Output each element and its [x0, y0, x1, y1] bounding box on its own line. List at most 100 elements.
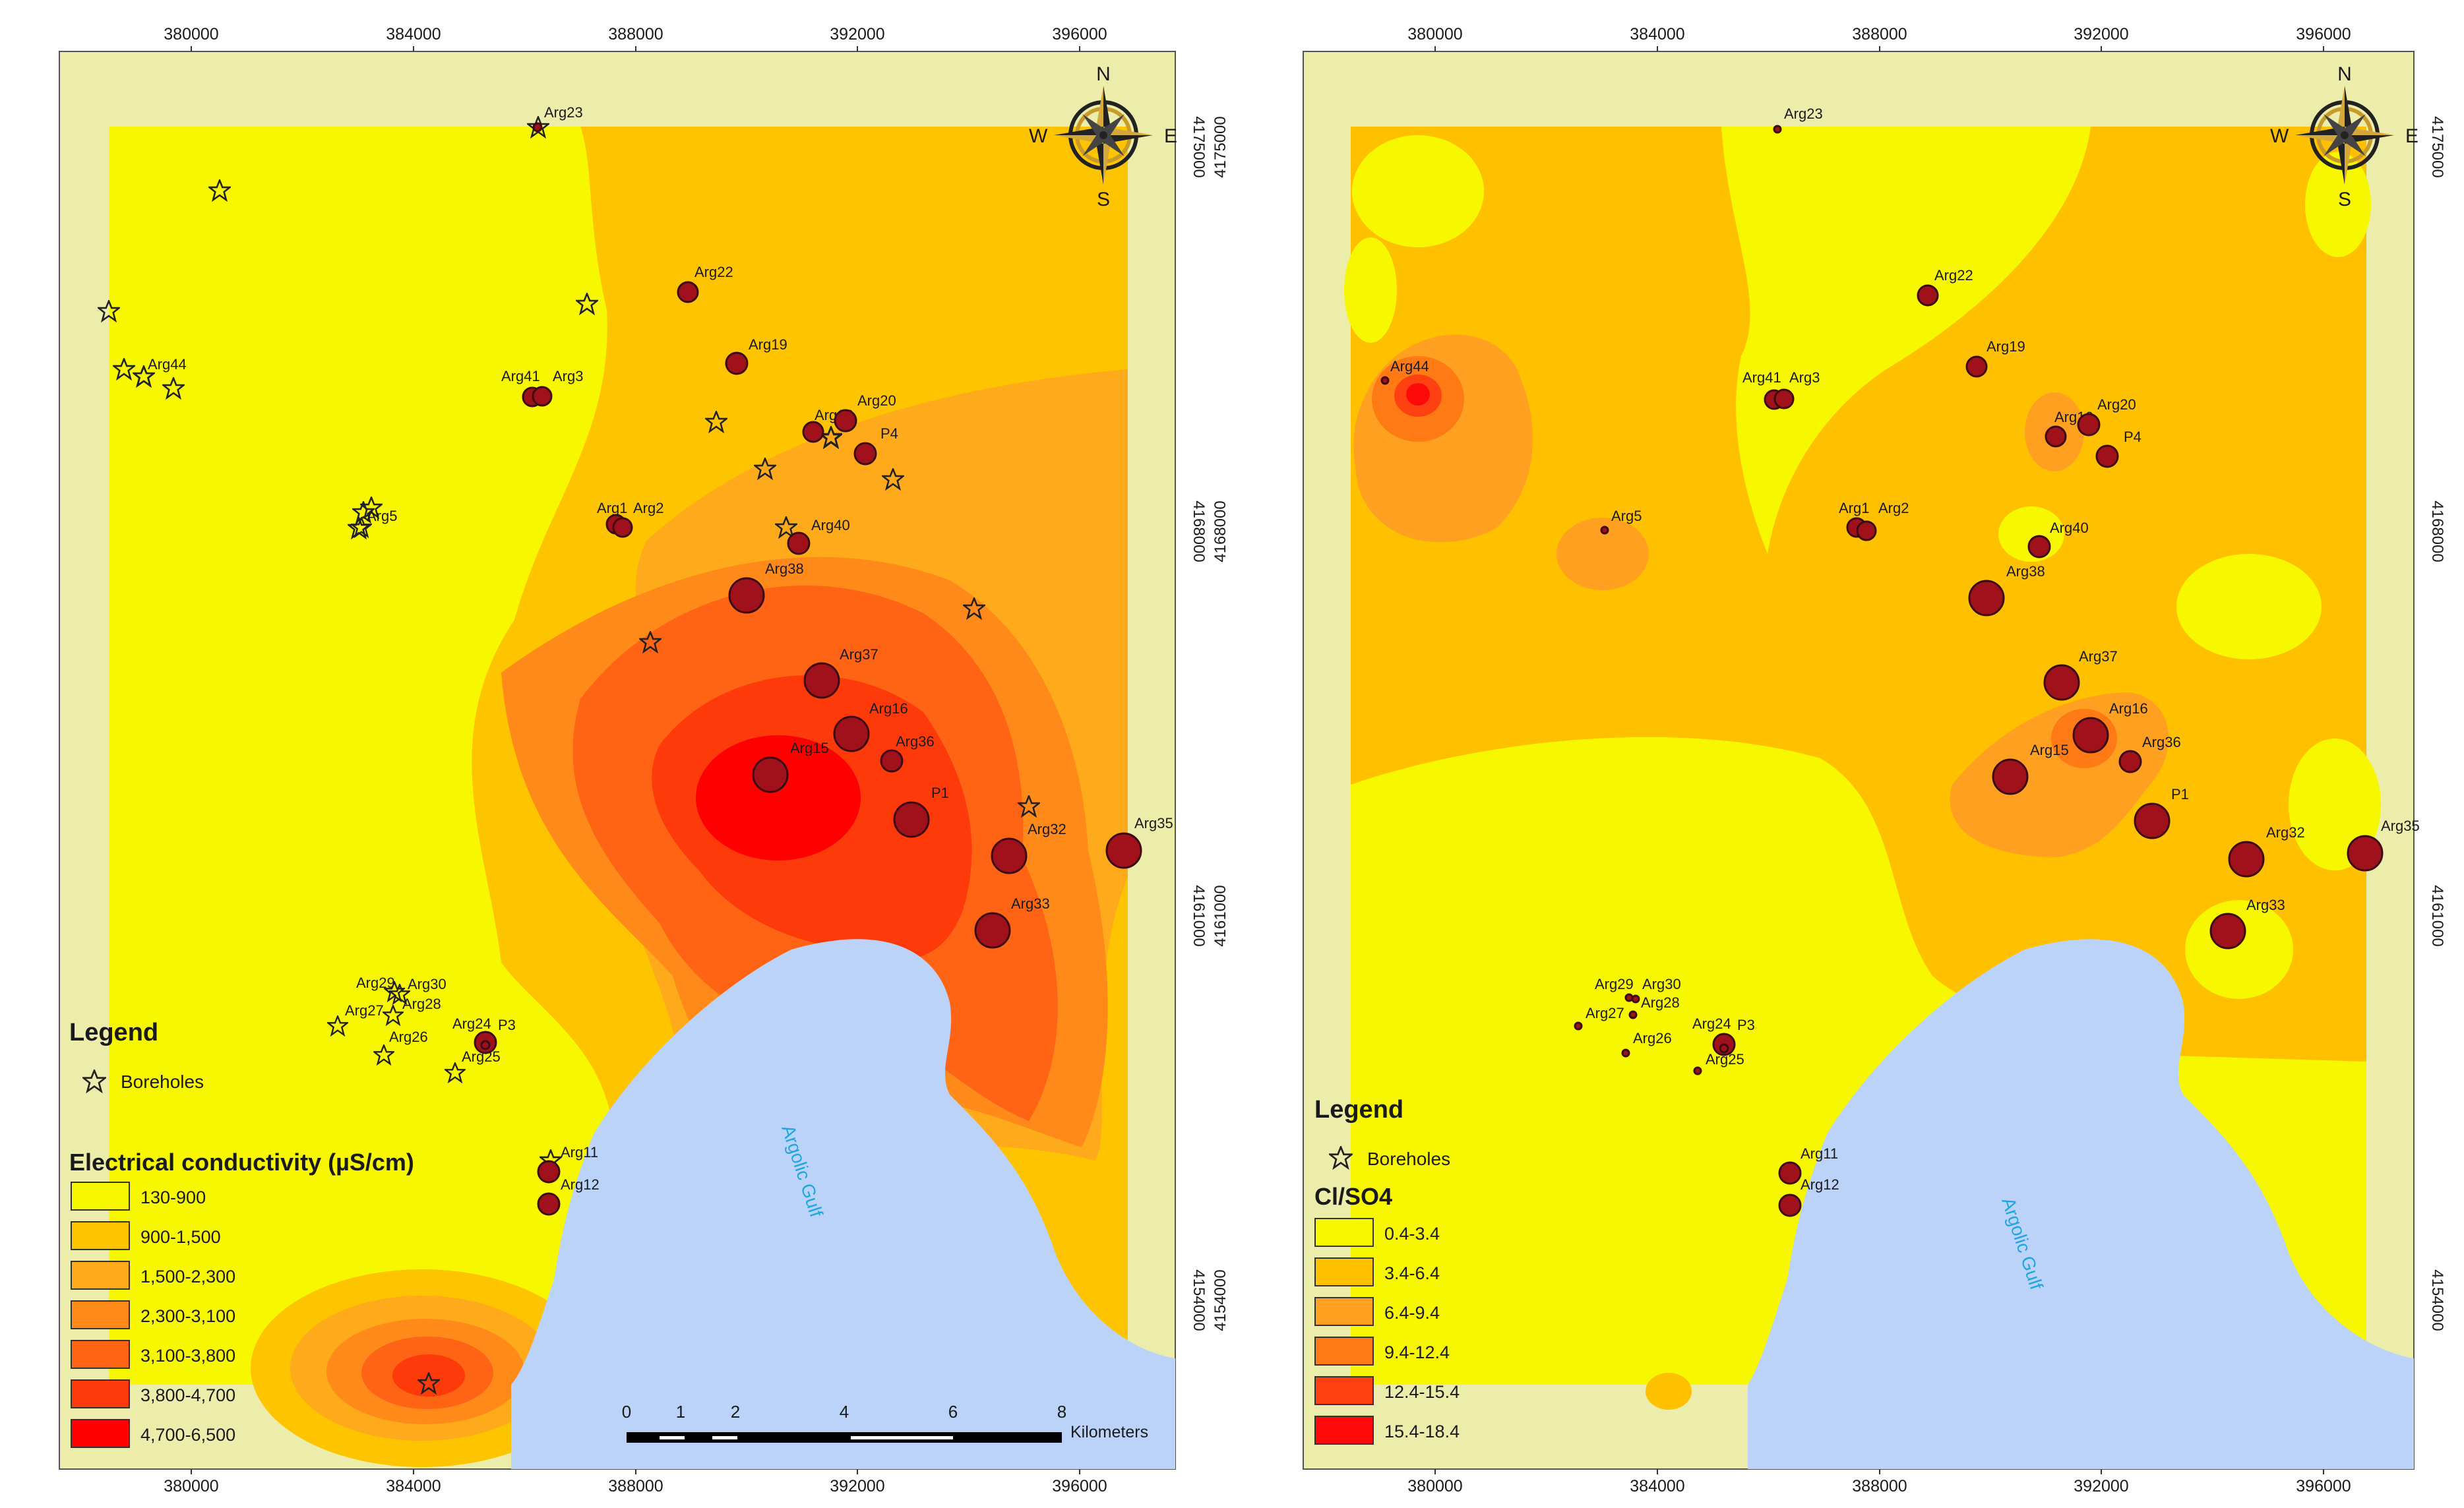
ec-well-marker — [893, 801, 930, 838]
ec-compass-center — [1099, 131, 1107, 139]
cl-well-label: Arg33 — [2246, 897, 2285, 913]
cl-x-tick-label-bottom: 380000 — [1407, 1477, 1462, 1495]
ec-coordinate-ticks: 380000 380000 384000 384000 388000 388000 3920… — [164, 25, 1208, 1495]
ec-compass-point — [1054, 127, 1103, 135]
cl-legend-class-label: 6.4-9.4 — [1384, 1303, 1440, 1323]
cl-boreholes-layer: Arg23 Arg22 Arg19 Arg41 Arg3 Arg44 Arg16 Arg20 P… — [1380, 106, 2420, 1217]
cl-well-label: Arg28 — [1641, 994, 1680, 1011]
ec-well-marker — [853, 442, 877, 466]
ec-borehole-label: Arg28 — [402, 996, 441, 1012]
ec-well-marker — [803, 662, 840, 699]
ec-x-tick-label-top: 392000 — [830, 25, 884, 44]
cl-well-label: Arg36 — [2142, 734, 2181, 750]
cl-zone-0-4-3-4 — [1759, 254, 1862, 353]
cl-well-marker — [1856, 520, 1877, 541]
cl-legend-swatch — [1314, 1297, 1374, 1326]
cl-x-tick-label-top: 384000 — [1630, 25, 1684, 44]
ec-well-label: Arg38 — [765, 560, 804, 577]
ec-well-marker — [752, 756, 789, 793]
ec-north-arrow: N S E W — [1029, 63, 1177, 210]
cl-legend-boreholes-label: Boreholes — [1367, 1149, 1450, 1169]
cl-well-label: Arg38 — [2006, 563, 2045, 580]
cl-well-marker — [1965, 355, 1988, 378]
cl-x-tick-label-top: 380000 — [1407, 25, 1462, 44]
cl-well-marker — [2077, 413, 2101, 437]
cl-well-label: Arg3 — [1789, 369, 1820, 386]
cl-well-label: Arg25 — [1706, 1051, 1744, 1068]
ec-compass-point — [1103, 127, 1153, 135]
ec-well-label: Arg1 — [597, 500, 627, 516]
cl-compass-w-label: W — [2270, 125, 2289, 147]
ec-well-marker — [833, 715, 870, 752]
cl-well-marker — [1574, 1021, 1583, 1031]
cl-well-marker — [1917, 284, 1939, 307]
ec-x-tick-label-top: 380000 — [164, 25, 218, 44]
ec-well-marker — [537, 1192, 561, 1216]
ec-well-label: P3 — [498, 1017, 516, 1033]
ec-legend-title: Legend — [69, 1019, 158, 1046]
ec-well-marker — [728, 577, 765, 614]
ec-compass-point — [1095, 135, 1103, 185]
scalebar-segment — [712, 1436, 737, 1439]
ec-well-marker — [677, 281, 699, 303]
ec-compass-s-label: S — [1097, 189, 1110, 210]
ec-y-tick-label-right: 4154000 — [1190, 1269, 1208, 1331]
ec-scalebar-ticks: 0 1 2 4 6 8 — [622, 1402, 1066, 1422]
cl-sea — [1748, 939, 2414, 1469]
cl-legend-swatch — [1314, 1257, 1374, 1286]
ec-legend-class-label: 1,500-2,300 — [140, 1267, 235, 1286]
scalebar-segment — [627, 1432, 1062, 1443]
ec-y-tick-label-right: 4168000 — [1190, 500, 1208, 562]
ec-legend-swatch — [71, 1182, 130, 1211]
ec-scalebar-tick-label: 0 — [622, 1402, 631, 1422]
ec-well-label: Arg23 — [544, 104, 583, 121]
ec-well-label: Arg36 — [896, 733, 935, 750]
cl-well-label: Arg1 — [1839, 500, 1869, 516]
cl-zone-3-4-6-4 — [1646, 1373, 1692, 1410]
cl-legend-class-label: 15.4-18.4 — [1384, 1422, 1460, 1441]
ec-well-marker — [532, 386, 553, 407]
cl-well-label: Arg20 — [2097, 396, 2136, 413]
ec-x-tick-label-bottom: 384000 — [386, 1477, 441, 1495]
ec-scalebar-unit: Kilometers — [1070, 1423, 1148, 1441]
ec-scalebar-tick-label: 6 — [948, 1402, 958, 1422]
cl-compass-e-label: E — [2405, 125, 2418, 147]
cl-compass-point — [2345, 135, 2394, 144]
cl-y-tick-label-left: 4161000 — [1212, 885, 1229, 946]
ec-zone-3800-4700-south — [392, 1354, 465, 1397]
cl-well-label: Arg44 — [1390, 358, 1429, 375]
ec-well-label: Arg12 — [561, 1176, 600, 1193]
cl-compass-point — [2295, 127, 2345, 135]
ec-well-marker — [612, 517, 633, 538]
ec-well-label: Arg11 — [561, 1144, 598, 1161]
ec-legend-classes: 130-900 900-1,500 1,500-2,300 2,300-3,100 3,… — [71, 1182, 235, 1448]
ec-y-tick-label-right: 4161000 — [1190, 885, 1208, 946]
cl-well-label: Arg22 — [1934, 267, 1973, 284]
ec-well-label: Arg24 — [452, 1015, 491, 1032]
cl-zone-6-4-9-4 — [1556, 518, 1649, 590]
cl-well-label: Arg5 — [1611, 508, 1642, 524]
ec-borehole-label: Arg26 — [389, 1029, 428, 1045]
cl-well-label: Arg2 — [1878, 500, 1909, 516]
cl-well-label: P3 — [1737, 1017, 1755, 1033]
ec-well-marker — [1105, 832, 1142, 869]
cl-compass-n-label: N — [2337, 63, 2352, 85]
ec-well-label: Arg22 — [694, 264, 733, 280]
ec-legend-class-label: 3,800-4,700 — [140, 1385, 235, 1405]
cl-x-tick-label-top: 396000 — [2296, 25, 2351, 44]
ec-well-label: Arg3 — [553, 368, 583, 384]
cl-well-label: Arg26 — [1633, 1030, 1672, 1046]
ec-well-marker — [480, 1040, 491, 1050]
ec-legend-swatch — [71, 1419, 130, 1448]
cl-well-marker — [1968, 580, 2005, 617]
ec-x-tick-label-top: 388000 — [608, 25, 663, 44]
cl-y-tick-label-left: 4154000 — [1212, 1269, 1229, 1331]
ec-legend-swatch — [71, 1340, 130, 1369]
cl-well-marker — [1719, 1043, 1729, 1054]
ec-well-label: Arg37 — [840, 646, 878, 663]
cl-zone-0-4-3-4 — [2305, 152, 2371, 257]
cl-x-tick-label-bottom: 388000 — [1852, 1477, 1907, 1495]
cl-well-marker — [1631, 994, 1640, 1004]
ec-legend-class-title: Electrical conductivity (µS/cm) — [69, 1149, 414, 1176]
